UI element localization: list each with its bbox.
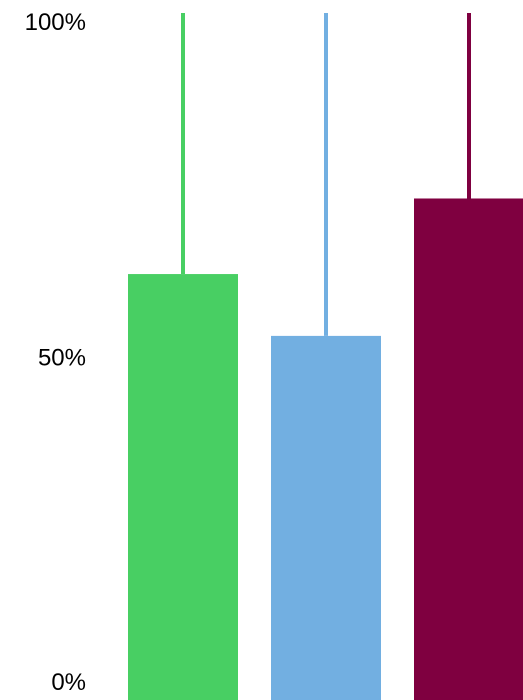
y-tick-label: 0%: [51, 669, 86, 696]
bar: [414, 198, 523, 700]
y-tick-label: 50%: [38, 345, 86, 372]
bar: [128, 274, 238, 700]
y-tick-label: 100%: [25, 9, 86, 36]
bar: [271, 335, 381, 700]
bars-group: [128, 13, 523, 700]
y-axis: 0% 50% 100%: [25, 9, 86, 696]
